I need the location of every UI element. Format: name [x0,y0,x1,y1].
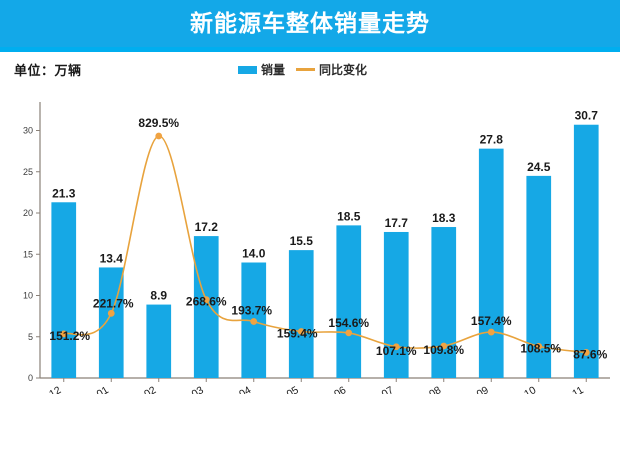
yoy-value-label-2021-01: 221.7% [93,296,134,310]
y-axis-tick-label: 15 [23,249,33,259]
legend-item-sales[interactable]: 销量 [238,61,285,78]
line-marker-2021-10[interactable] [535,342,543,350]
yoy-value-label-2021-02: 829.5% [138,116,179,130]
plot-area: 0 5 10 15 20 25 30 2020-12 2021-01 2021-02 2021-03… [0,84,620,394]
line-marker-2021-09[interactable] [487,328,495,336]
bar-value-label-2021-06: 18.5 [337,209,361,223]
bar-2021-08[interactable] [431,227,457,378]
y-axis-tick-label: 5 [28,332,33,342]
line-marker-2021-08[interactable] [440,342,448,350]
y-axis-tick-label: 30 [23,126,33,136]
legend-line-swatch-icon [296,68,316,71]
y-axis-tick-label: 25 [23,167,33,177]
x-axis-tick-label: 2020-12 [24,384,64,394]
yoy-value-label-2021-06: 154.6% [328,316,369,330]
x-axis-tick-label: 2021-01 [71,384,111,394]
legend-bar-swatch-icon [238,65,257,74]
x-axis-tick-label: 2021-08 [404,384,444,394]
bar-value-label-2021-08: 18.3 [432,211,456,225]
bar-value-label-2021-10: 24.5 [527,160,551,174]
line-marker-2021-06[interactable] [345,329,353,337]
line-marker-2021-11[interactable] [582,349,590,356]
line-marker-2021-02[interactable] [155,132,163,140]
bar-value-label-2021-01: 13.4 [100,251,124,265]
y-axis-tick-label: 0 [28,373,33,383]
line-marker-2021-05[interactable] [297,328,305,335]
page-title: 新能源车整体销量走势 [190,10,430,36]
x-axis-tick-label: 2021-10 [499,384,539,394]
line-marker-2021-07[interactable] [392,343,400,351]
bar-2021-02[interactable] [146,304,172,378]
line-marker-2021-04[interactable] [250,318,258,325]
y-axis-tick-label: 10 [23,291,33,301]
x-axis-tick-label: 2021-09 [451,384,491,394]
x-axis-tick-label: 2021-04 [214,384,254,394]
bar-value-label-2021-04: 14.0 [242,247,266,261]
yoy-value-label-2020-12: 151.2% [49,329,90,343]
bar-2021-07[interactable] [383,231,409,378]
yoy-value-label-2021-10: 108.5% [520,341,561,355]
legend-label-yoy: 同比变化 [319,63,368,77]
bar-value-label-2021-05: 15.5 [290,234,314,248]
yoy-value-label-2021-05: 159.4% [277,327,318,341]
bar-2021-05[interactable] [288,250,314,378]
bar-2021-11[interactable] [573,124,599,378]
line-marker-2021-01[interactable] [107,309,115,317]
yoy-value-label-2021-03: 268.6% [186,295,227,309]
bar-2020-12[interactable] [51,202,77,378]
header-underline [0,47,620,52]
bar-value-label-2021-09: 27.8 [480,133,504,147]
bar-value-label-2021-02: 8.9 [150,289,167,303]
bar-2021-03[interactable] [193,236,219,378]
line-marker-2020-12[interactable] [60,330,68,338]
yoy-value-label-2021-07: 107.1% [376,344,417,358]
yoy-value-label-2021-04: 193.7% [231,303,272,317]
bar-value-label-2021-07: 17.7 [385,216,409,230]
line-marker-2021-03[interactable] [202,296,210,304]
x-axis-tick-label: 2021-06 [309,384,349,394]
header-bar: 新能源车整体销量走势 [0,0,620,47]
x-axis-tick-label: 2021-02 [119,384,159,394]
bar-value-label-2020-12: 21.3 [52,186,76,200]
bar-value-label-2021-03: 17.2 [195,220,219,234]
y-axis-tick-label: 20 [23,208,33,218]
bar-2021-06[interactable] [336,225,362,378]
x-axis-tick-label: 2021-11 [547,384,586,394]
x-axis-tick-label: 2021-03 [166,384,206,394]
yoy-value-label-2021-08: 109.8% [423,343,464,357]
x-axis-tick-label: 2021-05 [261,384,301,394]
x-axis-tick-label: 2021-07 [356,384,396,394]
yoy-value-label-2021-11: 87.6% [573,347,607,361]
bar-2021-09[interactable] [478,148,504,378]
bar-value-label-2021-11: 30.7 [575,109,599,123]
yoy-value-label-2021-09: 157.4% [471,314,512,328]
chart-legend: 销量 同比变化 [238,61,367,78]
legend-label-sales: 销量 [261,63,286,77]
legend-item-yoy[interactable]: 同比变化 [296,61,367,78]
unit-label: 单位：万辆 [14,63,82,78]
